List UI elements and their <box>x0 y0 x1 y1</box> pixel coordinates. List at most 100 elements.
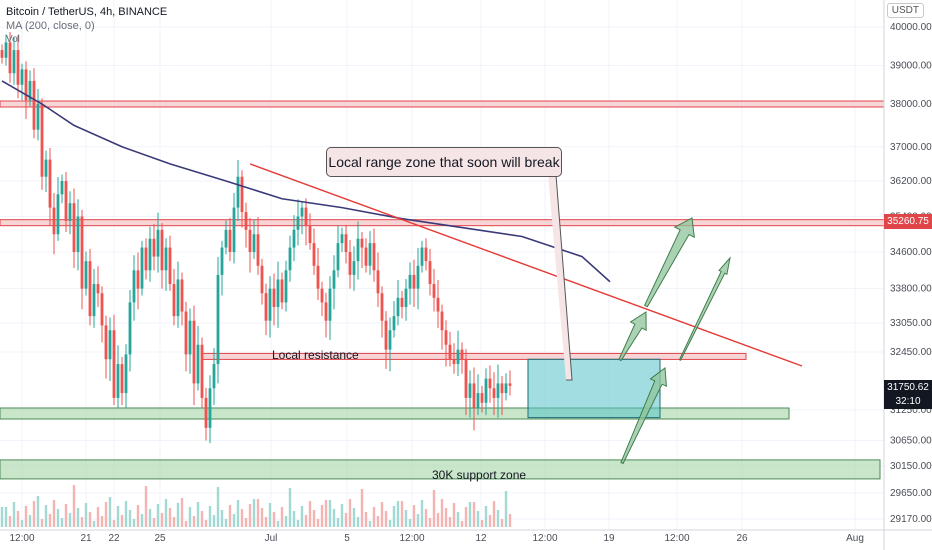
candle-body <box>460 349 464 360</box>
volume-bar <box>416 514 420 527</box>
x-tick-label: 12:00 <box>399 533 424 544</box>
candle-body <box>64 181 68 221</box>
candle-body <box>332 270 336 289</box>
volume-bar <box>396 501 400 527</box>
volume-bar <box>424 509 428 527</box>
volume-bar <box>372 507 376 527</box>
candle-body <box>268 288 272 321</box>
candle-body <box>196 344 200 384</box>
volume-bar <box>264 517 268 527</box>
candle-body <box>184 311 188 355</box>
y-tick-label: 33050.00 <box>890 318 932 329</box>
volume-bar <box>400 501 404 527</box>
ma-indicator-label[interactable]: MA (200, close, 0) <box>6 20 95 32</box>
volume-bar <box>444 508 448 527</box>
candle-body <box>504 383 508 394</box>
y-tick-label: 34600.00 <box>890 247 932 258</box>
candle-body <box>312 243 316 266</box>
volume-bar <box>352 508 356 527</box>
volume-bar <box>496 510 500 527</box>
candle-body <box>316 265 320 289</box>
ma-200-line <box>1 80 611 283</box>
volume-bar <box>236 500 240 527</box>
x-tick-label: 21 <box>80 533 92 544</box>
candle-body <box>396 297 400 317</box>
candle-body <box>84 261 88 289</box>
volume-bar <box>208 506 212 527</box>
candle-body <box>108 330 112 360</box>
volume-bar <box>88 512 92 527</box>
candle-body <box>36 104 40 130</box>
volume-bar <box>68 513 72 527</box>
candle-body <box>436 297 440 312</box>
volume-bar <box>180 498 184 527</box>
x-tick-label: Jul <box>265 533 278 544</box>
range-zone-callout[interactable]: Local range zone that soon will break <box>326 147 562 177</box>
candle-body <box>488 378 492 389</box>
candle-body <box>492 388 496 398</box>
candle-body <box>404 288 408 307</box>
last-price-label: 31750.62 <box>884 380 932 395</box>
volume-bar <box>332 509 336 527</box>
candle-body <box>272 288 276 307</box>
volume-bar <box>508 514 512 527</box>
volume-bar <box>256 499 260 527</box>
volume-bar <box>472 502 476 527</box>
candle-body <box>72 203 76 252</box>
volume-bar <box>80 517 84 527</box>
candle-body <box>324 302 328 321</box>
zones-layer[interactable] <box>0 100 885 480</box>
candle-body <box>476 393 480 408</box>
candle-body <box>4 42 8 58</box>
candle-body <box>160 229 164 271</box>
volume-bar <box>356 517 360 527</box>
volume-bar <box>36 496 40 527</box>
volume-bar <box>48 514 52 527</box>
ma-line <box>1 80 611 283</box>
range-box <box>527 358 661 419</box>
candle-body <box>140 247 144 289</box>
symbol-title: Bitcoin / TetherUS, 4h, BINANCE <box>6 6 168 18</box>
x-tick-label: 12 <box>475 533 487 544</box>
candle-body <box>244 212 248 230</box>
candle-body <box>380 293 384 321</box>
volume-bar <box>284 516 288 527</box>
candle-body <box>152 238 156 257</box>
volume-bars <box>0 485 512 527</box>
candle-body <box>320 288 324 303</box>
countdown-label: 32:10 <box>884 394 932 409</box>
candle-body <box>440 311 444 331</box>
candle-body <box>24 69 28 101</box>
volume-bar <box>144 486 148 527</box>
volume-bar <box>204 520 208 527</box>
candle-body <box>292 229 296 248</box>
volume-bar <box>160 513 164 527</box>
y-tick-label: 33800.00 <box>890 284 932 295</box>
candle-body <box>172 284 176 317</box>
candle-body <box>200 344 204 398</box>
volume-bar <box>8 516 12 527</box>
volume-bar <box>148 509 152 527</box>
candle-body <box>120 364 124 394</box>
volume-bar <box>44 505 48 527</box>
volume-bar <box>132 519 136 527</box>
candles <box>0 32 512 444</box>
candle-body <box>188 320 192 355</box>
volume-bar <box>428 518 432 527</box>
candle-body <box>448 344 452 360</box>
local-resistance-label: Local resistance <box>272 348 359 362</box>
candle-body <box>176 279 180 317</box>
volume-bar <box>292 511 296 527</box>
candle-body <box>52 207 56 235</box>
volume-bar <box>456 512 460 527</box>
volume-indicator-label[interactable]: Vol <box>6 34 20 45</box>
candle-body <box>236 176 240 208</box>
volume-bar <box>188 507 192 527</box>
candle-body <box>256 234 260 266</box>
drawings-layer[interactable] <box>249 163 803 465</box>
volume-bar <box>124 501 128 527</box>
candle-body <box>352 261 356 275</box>
volume-bar <box>136 505 140 527</box>
currency-button[interactable]: USDT <box>886 3 924 18</box>
